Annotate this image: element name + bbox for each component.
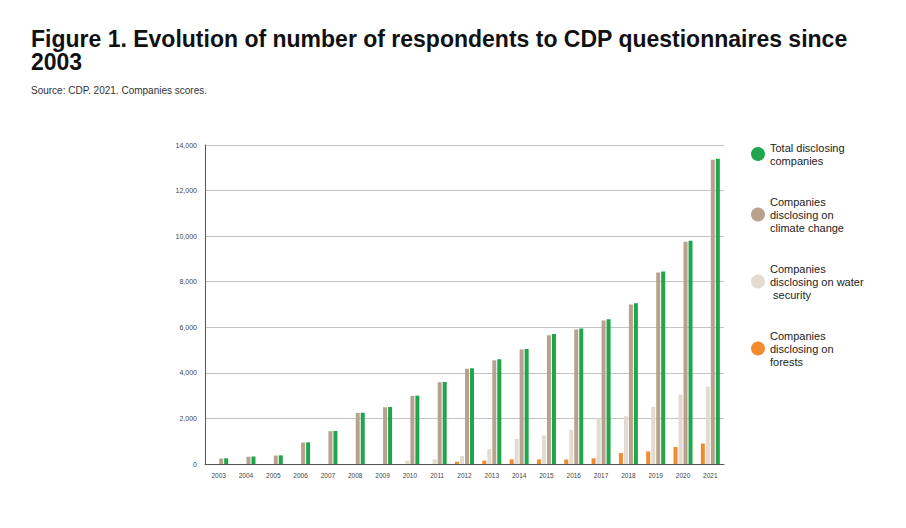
svg-text:2008: 2008 [348,472,363,479]
svg-text:Companies: Companies [770,263,829,275]
svg-text:2014: 2014 [512,472,527,479]
svg-text:2,000: 2,000 [179,415,197,422]
svg-text:2019: 2019 [648,472,663,479]
svg-text:2016: 2016 [567,472,582,479]
svg-text:2021: 2021 [703,472,718,479]
svg-text:8,000: 8,000 [179,278,197,285]
svg-text:2003: 2003 [211,472,226,479]
svg-text:2020: 2020 [676,472,691,479]
svg-text:Total disclosing: Total disclosing [770,142,848,154]
svg-text:2009: 2009 [375,472,390,479]
svg-text:disclosing on: disclosing on [770,209,837,221]
svg-text:Figure 1. Evolution of number: Figure 1. Evolution of number of respond… [31,26,854,52]
svg-text:2013: 2013 [485,472,500,479]
svg-text:2011: 2011 [430,472,444,479]
svg-text:security: security [770,289,811,301]
svg-text:2007: 2007 [321,472,336,479]
svg-text:Companies: Companies [770,196,829,208]
svg-text:2010: 2010 [403,472,418,479]
svg-text:2003: 2003 [31,49,82,75]
svg-text:2017: 2017 [594,472,609,479]
svg-text:climate change: climate change [770,222,844,234]
svg-text:companies: companies [770,155,824,167]
svg-text:2004: 2004 [239,472,254,479]
svg-text:2005: 2005 [266,472,281,479]
svg-text:0: 0 [193,461,197,468]
svg-text:6,000: 6,000 [179,324,197,331]
svg-text:12,000: 12,000 [176,187,198,194]
svg-text:2006: 2006 [293,472,308,479]
svg-text:2012: 2012 [457,472,472,479]
svg-text:Source: CDP. 2021. Companies s: Source: CDP. 2021. Companies scores. [31,85,207,96]
svg-text:4,000: 4,000 [179,369,197,376]
svg-text:Companies: Companies [770,330,829,342]
svg-text:disclosing on: disclosing on [770,343,837,355]
svg-text:2018: 2018 [621,472,636,479]
svg-text:forests: forests [770,356,804,368]
svg-text:disclosing on water: disclosing on water [770,276,864,288]
svg-text:14,000: 14,000 [176,142,198,149]
svg-text:2015: 2015 [539,472,554,479]
svg-text:10,000: 10,000 [176,233,198,240]
